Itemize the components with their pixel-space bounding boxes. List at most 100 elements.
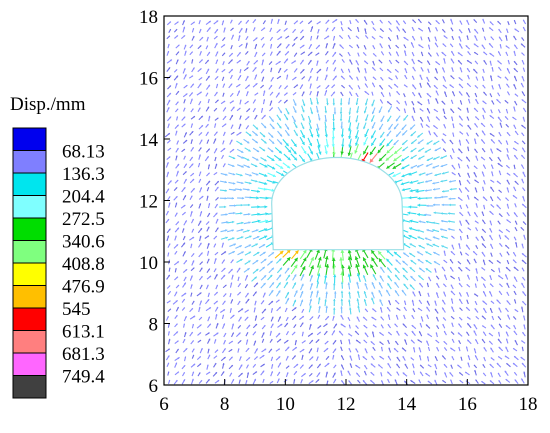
vector-arrowhead bbox=[201, 125, 203, 128]
vector-arrowhead bbox=[206, 364, 209, 367]
vector-arrowhead bbox=[473, 68, 476, 72]
vector-arrowhead bbox=[239, 325, 241, 327]
vector-arrowhead bbox=[263, 52, 266, 55]
vector-arrowhead bbox=[489, 308, 492, 310]
vector-arrowhead bbox=[395, 341, 397, 343]
vector-arrowhead bbox=[451, 36, 454, 38]
vector-arrowhead bbox=[248, 133, 252, 137]
vector-arrowhead bbox=[224, 180, 227, 184]
vector-arrowhead bbox=[207, 235, 209, 238]
vector-arrowhead bbox=[294, 347, 297, 349]
vector-arrowhead bbox=[168, 156, 171, 159]
vector-arrowhead bbox=[224, 116, 227, 118]
vector-arrowhead bbox=[216, 76, 219, 78]
vector-arrowhead bbox=[263, 325, 266, 327]
vector-arrowhead bbox=[447, 220, 451, 223]
vector-arrowhead bbox=[489, 364, 492, 366]
vector-arrowhead bbox=[192, 267, 195, 270]
vector-arrowhead bbox=[396, 20, 399, 23]
vector-arrowhead bbox=[334, 364, 337, 367]
vector-arrowhead bbox=[303, 150, 307, 154]
vector-arrowhead bbox=[394, 379, 397, 382]
vector-arrowhead bbox=[421, 51, 423, 54]
vector-arrowhead bbox=[223, 61, 225, 63]
vector-arrowhead bbox=[198, 107, 201, 110]
vector-arrowhead bbox=[521, 378, 524, 381]
vector-arrowhead bbox=[348, 299, 351, 302]
vector-arrowhead bbox=[497, 21, 500, 23]
vector-arrowhead bbox=[254, 331, 256, 334]
vector-arrowhead bbox=[264, 348, 267, 351]
vector-arrowhead bbox=[522, 253, 525, 256]
vector-arrowhead bbox=[347, 282, 351, 285]
vector-arrowhead bbox=[255, 74, 257, 77]
vector-arrowhead bbox=[379, 275, 383, 278]
vector-arrowhead bbox=[175, 130, 178, 133]
vector-arrowhead bbox=[443, 35, 446, 38]
vector-arrowhead bbox=[199, 203, 202, 206]
vector-arrowhead bbox=[254, 164, 258, 167]
vector-arrowhead bbox=[442, 190, 445, 193]
vector-arrowhead bbox=[371, 91, 373, 94]
vector-arrowhead bbox=[402, 347, 404, 350]
vector-arrowhead bbox=[263, 99, 266, 101]
vector-arrowhead bbox=[207, 221, 210, 224]
vector-arrowhead bbox=[370, 372, 373, 374]
vector-arrowhead bbox=[277, 378, 280, 381]
vector-arrowhead bbox=[285, 28, 288, 30]
vector-arrowhead bbox=[183, 26, 186, 29]
vector-arrowhead bbox=[340, 91, 343, 94]
vector-arrowhead bbox=[355, 142, 359, 146]
vector-arrowhead bbox=[513, 291, 516, 293]
vector-arrowhead bbox=[255, 315, 258, 318]
vector-arrowhead bbox=[184, 212, 186, 214]
vector-arrowhead bbox=[434, 308, 437, 311]
vector-arrowhead bbox=[417, 212, 420, 217]
vector-arrowhead bbox=[340, 306, 343, 309]
vector-arrowhead bbox=[232, 34, 234, 37]
vector-arrowhead bbox=[316, 356, 319, 359]
vector-arrowhead bbox=[233, 243, 236, 246]
vector-arrowhead bbox=[393, 142, 396, 146]
vector-arrowhead bbox=[380, 266, 383, 270]
vector-arrowhead bbox=[499, 290, 501, 293]
vector-arrowhead bbox=[449, 84, 452, 87]
vector-arrowhead bbox=[474, 108, 476, 110]
vector-arrowhead bbox=[404, 75, 407, 77]
vector-arrowhead bbox=[348, 85, 351, 88]
vector-arrowhead bbox=[279, 267, 282, 270]
vector-arrowhead bbox=[234, 204, 237, 207]
vector-arrowhead bbox=[340, 370, 343, 373]
vector-arrowhead bbox=[412, 19, 415, 22]
vector-arrowhead bbox=[309, 75, 312, 79]
vector-arrowhead bbox=[215, 314, 218, 316]
vector-arrowhead bbox=[318, 21, 321, 23]
vector-arrowhead bbox=[506, 203, 509, 206]
vector-arrowhead bbox=[191, 156, 193, 159]
vector-arrowhead bbox=[247, 268, 250, 271]
vector-arrowhead bbox=[512, 284, 515, 287]
vector-arrowhead bbox=[466, 116, 469, 119]
vector-arrowhead bbox=[341, 68, 343, 71]
vector-arrowhead bbox=[442, 299, 445, 302]
vector-arrowhead bbox=[513, 266, 516, 269]
vector-arrowhead bbox=[293, 43, 296, 45]
vector-arrowhead bbox=[240, 258, 243, 262]
vector-arrowhead bbox=[270, 67, 273, 70]
vector-arrowhead bbox=[489, 60, 492, 63]
vector-arrowhead bbox=[432, 166, 435, 169]
vector-arrowhead bbox=[403, 283, 406, 287]
vector-arrowhead bbox=[270, 27, 272, 30]
vector-arrowhead bbox=[474, 212, 477, 215]
vector-arrowhead bbox=[354, 256, 359, 261]
vector-arrowhead bbox=[278, 371, 280, 374]
vector-arrowhead bbox=[522, 301, 525, 304]
vector-arrowhead bbox=[473, 165, 476, 168]
vector-arrowhead bbox=[498, 51, 500, 54]
vector-arrowhead bbox=[434, 36, 437, 39]
vector-arrowhead bbox=[442, 266, 444, 269]
vector-arrowhead bbox=[309, 83, 312, 86]
vector-arrowhead bbox=[514, 61, 516, 63]
vector-arrowhead bbox=[286, 317, 289, 319]
vector-arrowhead bbox=[522, 140, 524, 143]
